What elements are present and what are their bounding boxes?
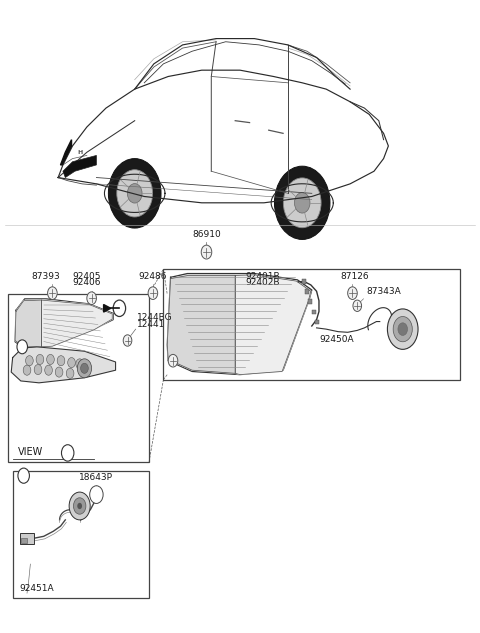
- Bar: [21, 537, 26, 542]
- Circle shape: [66, 368, 74, 379]
- Text: 92406: 92406: [72, 279, 101, 287]
- Bar: [315, 320, 319, 324]
- Text: 12441: 12441: [137, 320, 166, 329]
- Bar: [305, 289, 309, 294]
- Bar: [163, 269, 460, 380]
- Bar: [312, 310, 316, 314]
- Circle shape: [353, 300, 361, 311]
- Text: 87343A: 87343A: [367, 287, 402, 296]
- Circle shape: [69, 492, 90, 520]
- Text: 87393: 87393: [32, 272, 60, 281]
- Circle shape: [77, 503, 82, 509]
- Circle shape: [48, 287, 57, 299]
- Polygon shape: [63, 156, 96, 177]
- Polygon shape: [167, 273, 312, 375]
- Text: 86910: 86910: [192, 230, 221, 239]
- Circle shape: [23, 365, 31, 375]
- Circle shape: [18, 468, 29, 483]
- Text: a: a: [20, 344, 24, 350]
- Text: 87126: 87126: [340, 272, 369, 281]
- Text: 92405: 92405: [72, 272, 101, 281]
- Circle shape: [47, 354, 54, 365]
- Circle shape: [113, 300, 126, 316]
- Text: A: A: [65, 448, 71, 458]
- Polygon shape: [104, 304, 111, 312]
- Bar: [20, 532, 34, 544]
- Text: 92451A: 92451A: [20, 584, 54, 593]
- Text: 18643P: 18643P: [79, 473, 113, 482]
- Text: a: a: [21, 471, 26, 480]
- Text: H: H: [77, 150, 82, 155]
- Polygon shape: [235, 275, 311, 375]
- Circle shape: [294, 192, 310, 213]
- Circle shape: [81, 363, 88, 373]
- Bar: [309, 299, 312, 304]
- Circle shape: [90, 486, 103, 503]
- Text: 92401B: 92401B: [246, 272, 280, 281]
- Text: 92402B: 92402B: [246, 279, 280, 287]
- Circle shape: [61, 445, 74, 461]
- Circle shape: [201, 245, 212, 259]
- Circle shape: [45, 365, 52, 375]
- Circle shape: [275, 166, 330, 239]
- Circle shape: [148, 287, 157, 299]
- Circle shape: [55, 367, 63, 377]
- Polygon shape: [11, 347, 116, 383]
- Circle shape: [387, 309, 418, 349]
- Circle shape: [117, 170, 153, 217]
- Text: VIEW: VIEW: [18, 447, 43, 457]
- Circle shape: [73, 498, 86, 514]
- Circle shape: [76, 359, 84, 369]
- Text: 92450A: 92450A: [319, 335, 354, 344]
- Polygon shape: [15, 300, 41, 347]
- Bar: [12, 471, 149, 598]
- Bar: [302, 279, 306, 284]
- Circle shape: [77, 359, 92, 378]
- Circle shape: [168, 354, 178, 367]
- Circle shape: [68, 358, 75, 368]
- Circle shape: [25, 356, 33, 366]
- Text: 1244BG: 1244BG: [137, 313, 173, 322]
- Polygon shape: [15, 299, 113, 348]
- Text: A: A: [117, 304, 122, 313]
- Circle shape: [398, 323, 408, 335]
- Circle shape: [87, 292, 96, 304]
- Circle shape: [123, 335, 132, 346]
- Circle shape: [348, 287, 357, 299]
- Circle shape: [283, 178, 321, 228]
- Circle shape: [17, 340, 27, 354]
- Circle shape: [393, 316, 412, 342]
- Circle shape: [57, 356, 65, 366]
- Circle shape: [34, 365, 42, 375]
- Polygon shape: [167, 275, 235, 373]
- Bar: [8, 294, 149, 461]
- Circle shape: [108, 159, 161, 228]
- Polygon shape: [60, 140, 72, 165]
- Text: 92486: 92486: [139, 272, 167, 281]
- Circle shape: [36, 354, 44, 365]
- Polygon shape: [41, 300, 112, 347]
- Circle shape: [127, 184, 142, 203]
